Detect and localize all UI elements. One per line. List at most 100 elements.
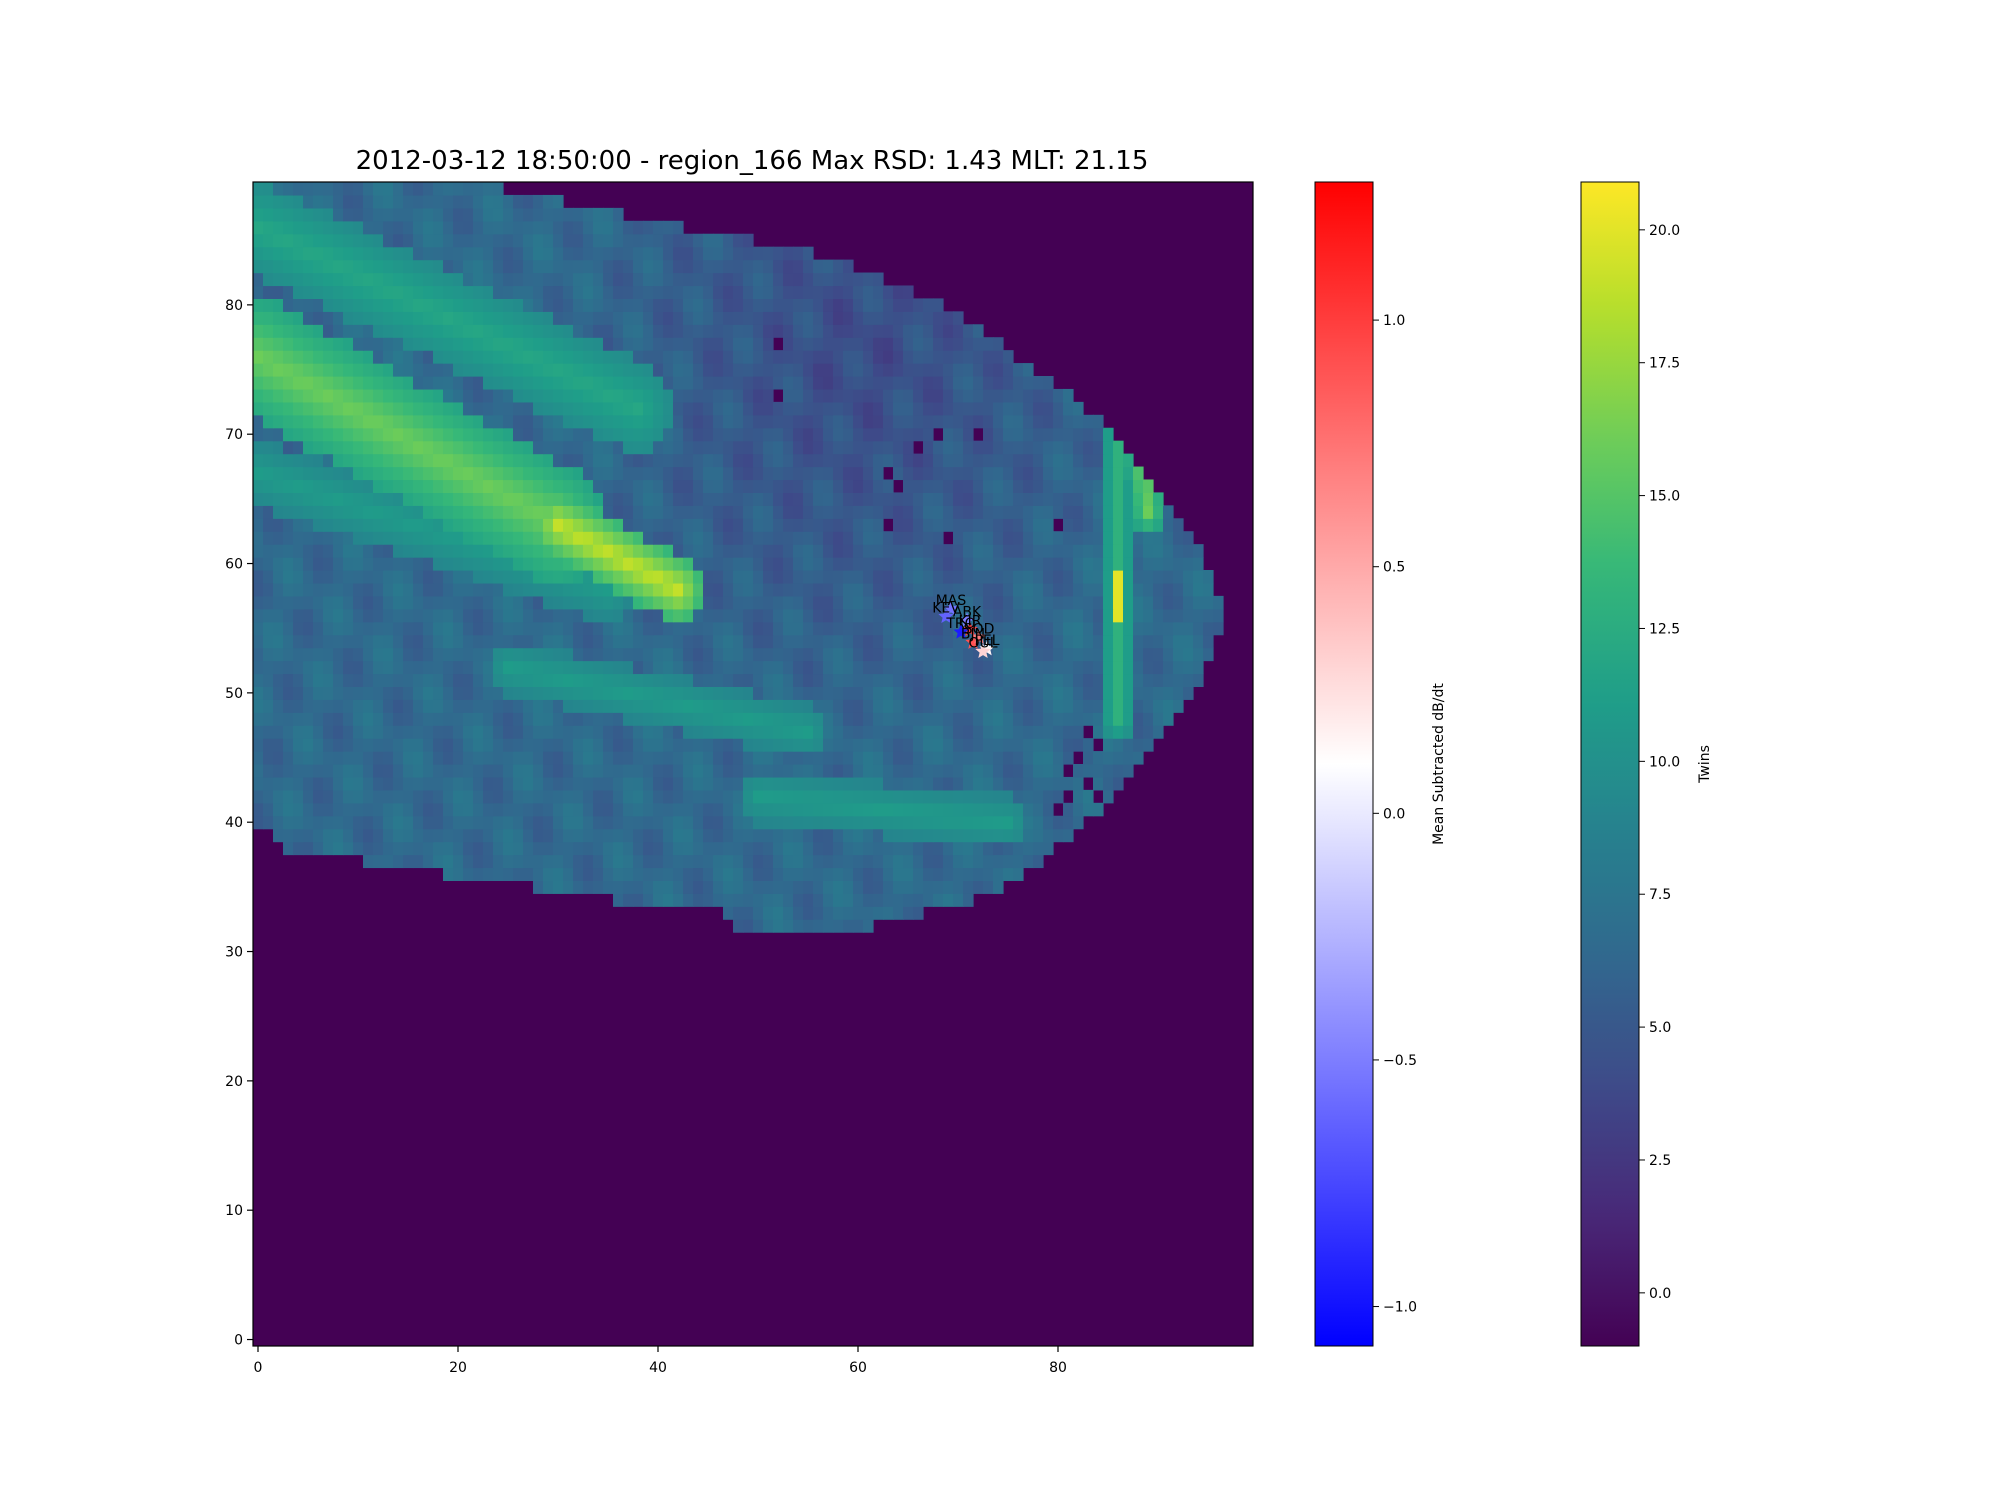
heatmap-cell bbox=[623, 531, 634, 545]
heatmap-cell bbox=[333, 751, 344, 765]
heatmap-cell bbox=[703, 285, 714, 299]
heatmap-cell bbox=[483, 454, 494, 468]
heatmap-cell bbox=[513, 803, 524, 817]
heatmap-cell bbox=[883, 855, 894, 869]
heatmap-cell bbox=[633, 790, 644, 804]
heatmap-cell bbox=[963, 777, 974, 791]
heatmap-cell bbox=[763, 570, 774, 584]
heatmap-cell bbox=[383, 544, 394, 558]
heatmap-cell bbox=[553, 505, 564, 519]
heatmap-cell bbox=[353, 609, 364, 623]
heatmap-cell bbox=[573, 389, 584, 403]
heatmap-cell bbox=[293, 751, 304, 765]
heatmap-cell bbox=[1103, 492, 1114, 506]
heatmap-cell bbox=[1083, 764, 1094, 778]
heatmap-cell bbox=[463, 686, 474, 700]
heatmap-cell bbox=[783, 686, 794, 700]
heatmap-cell bbox=[713, 583, 724, 597]
heatmap-cell bbox=[813, 596, 824, 610]
heatmap-cell bbox=[933, 635, 944, 649]
heatmap-cell bbox=[483, 803, 494, 817]
heatmap-cell bbox=[1103, 467, 1114, 481]
heatmap-cell bbox=[973, 389, 984, 403]
heatmap-cell bbox=[413, 247, 424, 261]
heatmap-cell bbox=[733, 428, 744, 442]
heatmap-cell bbox=[763, 389, 774, 403]
heatmap-cell bbox=[763, 402, 774, 416]
heatmap-cell bbox=[793, 389, 804, 403]
heatmap-cell bbox=[953, 428, 964, 442]
heatmap-cell bbox=[643, 699, 654, 713]
heatmap-cell bbox=[483, 777, 494, 791]
heatmap-cell bbox=[1053, 441, 1064, 455]
heatmap-cell bbox=[453, 673, 464, 687]
heatmap-cell bbox=[1103, 699, 1114, 713]
heatmap-cell bbox=[823, 648, 834, 662]
heatmap-cell bbox=[523, 751, 534, 765]
heatmap-cell bbox=[403, 570, 414, 584]
heatmap-cell bbox=[983, 842, 994, 856]
heatmap-cell bbox=[983, 544, 994, 558]
heatmap-cell bbox=[403, 738, 414, 752]
heatmap-cell bbox=[703, 880, 714, 894]
heatmap-cell bbox=[833, 906, 844, 920]
heatmap-cell bbox=[313, 673, 324, 687]
heatmap-cell bbox=[663, 350, 674, 364]
heatmap-cell bbox=[863, 531, 874, 545]
heatmap-cell bbox=[513, 221, 524, 235]
heatmap-cell bbox=[573, 441, 584, 455]
heatmap-cell bbox=[543, 298, 554, 312]
heatmap-cell bbox=[773, 518, 784, 532]
heatmap-cell bbox=[373, 402, 384, 416]
heatmap-cell bbox=[343, 208, 354, 222]
heatmap-cell bbox=[593, 208, 604, 222]
heatmap-cell bbox=[573, 570, 584, 584]
heatmap-cell bbox=[693, 260, 704, 274]
heatmap-cell bbox=[1093, 415, 1104, 429]
heatmap-cell bbox=[1113, 596, 1124, 610]
heatmap-cell bbox=[613, 880, 624, 894]
heatmap-cell bbox=[343, 363, 354, 377]
heatmap-cell bbox=[1033, 492, 1044, 506]
heatmap-cell bbox=[563, 389, 574, 403]
heatmap-cell bbox=[303, 544, 314, 558]
heatmap-cell bbox=[923, 648, 934, 662]
heatmap-cell bbox=[863, 622, 874, 636]
heatmap-cell bbox=[373, 492, 384, 506]
heatmap-cell bbox=[533, 557, 544, 571]
heatmap-cell bbox=[603, 492, 614, 506]
heatmap-cell bbox=[793, 467, 804, 481]
heatmap-cell bbox=[713, 712, 724, 726]
heatmap-cell bbox=[553, 492, 564, 506]
heatmap-cell bbox=[603, 324, 614, 338]
heatmap-cell bbox=[353, 661, 364, 675]
heatmap-cell bbox=[643, 557, 654, 571]
heatmap-cell bbox=[433, 544, 444, 558]
heatmap-cell bbox=[653, 273, 664, 287]
heatmap-cell bbox=[383, 505, 394, 519]
heatmap-cell bbox=[613, 738, 624, 752]
heatmap-cell bbox=[593, 803, 604, 817]
heatmap-cell bbox=[283, 285, 294, 299]
heatmap-cell bbox=[623, 389, 634, 403]
heatmap-cell bbox=[623, 311, 634, 325]
heatmap-cell bbox=[443, 208, 454, 222]
heatmap-cell bbox=[283, 505, 294, 519]
heatmap-cell bbox=[923, 725, 934, 739]
heatmap-cell bbox=[703, 531, 714, 545]
heatmap-cell bbox=[813, 867, 824, 881]
heatmap-cell bbox=[493, 260, 504, 274]
heatmap-cell bbox=[983, 454, 994, 468]
heatmap-cell bbox=[413, 596, 424, 610]
heatmap-cell bbox=[723, 247, 734, 261]
heatmap-cell bbox=[343, 686, 354, 700]
heatmap-cell bbox=[1133, 467, 1144, 481]
heatmap-cell bbox=[573, 402, 584, 416]
heatmap-cell bbox=[1143, 622, 1154, 636]
heatmap-cell bbox=[643, 622, 654, 636]
heatmap-cell bbox=[473, 648, 484, 662]
heatmap-cell bbox=[783, 855, 794, 869]
heatmap-cell bbox=[693, 247, 704, 261]
heatmap-cell bbox=[833, 609, 844, 623]
heatmap-cell bbox=[683, 609, 694, 623]
